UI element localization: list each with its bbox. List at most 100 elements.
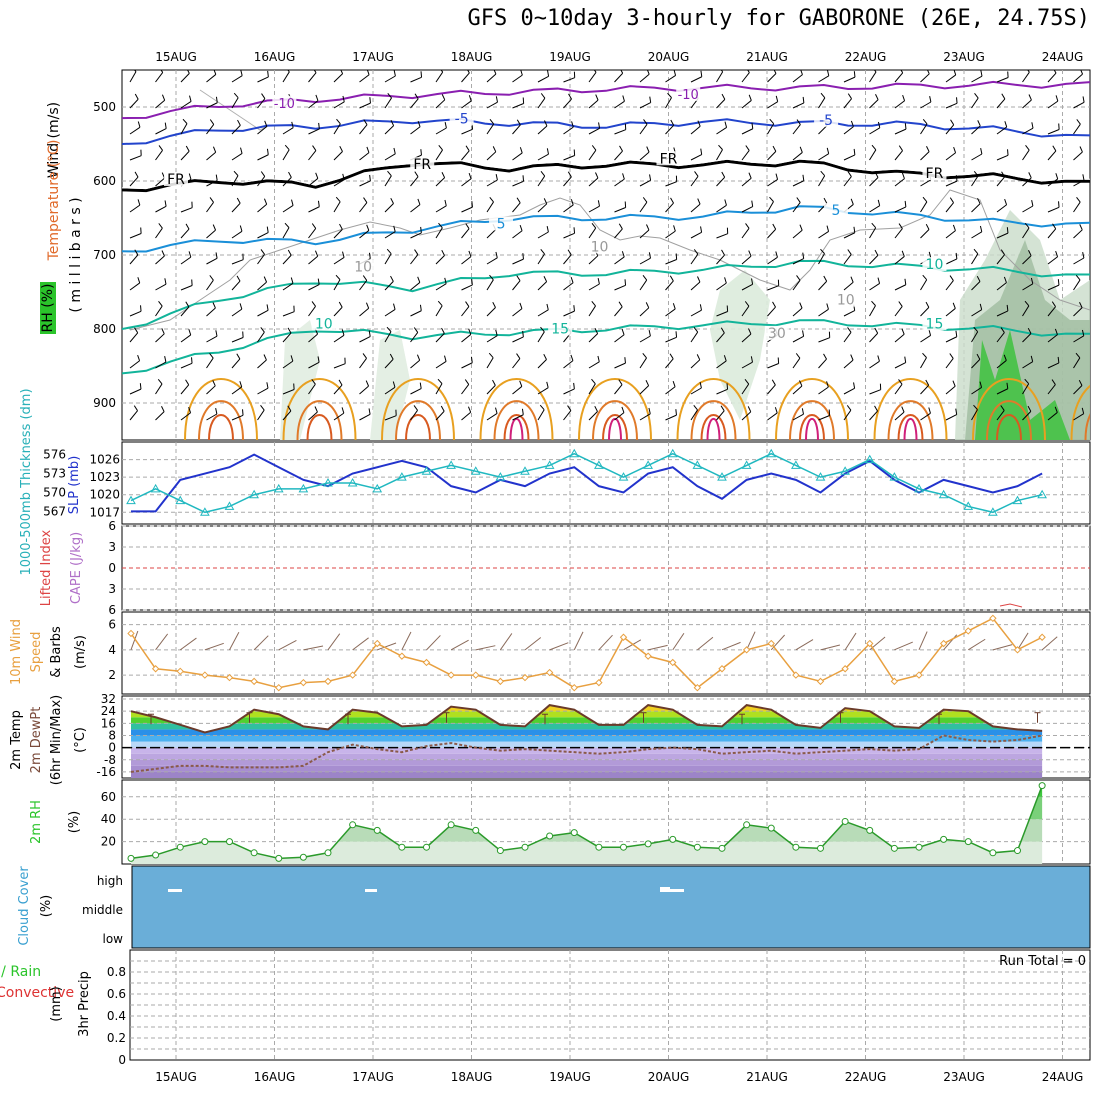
wind-barb-flag xyxy=(979,381,983,388)
slp-label: SLP (mb) xyxy=(67,456,82,515)
precip-ytick: 0 xyxy=(118,1053,126,1067)
wind-barb xyxy=(1022,383,1030,395)
wind-barb-flag xyxy=(693,404,698,411)
wind-barb-flag xyxy=(185,301,190,308)
wind-barb xyxy=(1047,150,1057,161)
wind-barb-flag xyxy=(339,145,343,152)
contour-label: 10 xyxy=(354,259,372,275)
wind-barb-flag xyxy=(390,197,394,204)
wind-barb-flag xyxy=(847,249,852,255)
wind-barb xyxy=(537,309,549,317)
wind-barb-flag xyxy=(980,70,983,77)
wind-barb-flag xyxy=(543,276,548,282)
wind-barb-flag xyxy=(492,301,496,308)
wind-barb xyxy=(410,388,422,395)
wind-barb xyxy=(129,388,142,395)
wind-barb xyxy=(716,149,723,161)
rh-marker xyxy=(841,817,849,825)
wind10-marker xyxy=(669,658,677,667)
wind-barb-flag xyxy=(973,326,979,333)
wind-barb xyxy=(257,331,265,343)
wind-barb xyxy=(435,361,447,369)
wind-barb xyxy=(996,77,1009,83)
wind-barb xyxy=(537,281,547,291)
wind-barb-flag xyxy=(236,275,241,282)
wind-barb-flag xyxy=(618,379,623,385)
wind-barb xyxy=(384,253,392,265)
wind-barb xyxy=(512,230,523,239)
wind-barb-flag xyxy=(185,379,190,386)
rh-ytick: 20 xyxy=(101,835,116,849)
wind-barb-flag xyxy=(161,328,165,335)
wind-barb-flag xyxy=(240,147,243,154)
wind-barb-flag xyxy=(212,224,217,231)
wind-barb-flag xyxy=(952,224,956,231)
wind-barb-flag xyxy=(160,70,164,73)
wind-barb-flag xyxy=(414,249,419,255)
wind-barb xyxy=(486,101,498,109)
contour-label-bg xyxy=(489,216,514,231)
wind-barb-flag xyxy=(341,329,345,336)
wind10-ytick: 2 xyxy=(108,668,116,682)
rh-marker xyxy=(792,843,800,851)
wind-barb-flag xyxy=(979,303,983,310)
date-label-bottom: 17AUG xyxy=(352,1070,394,1084)
wind-barb-flag xyxy=(648,252,651,259)
wind10-marker xyxy=(521,673,529,682)
wind-barb xyxy=(282,227,290,239)
wind-barb-flag xyxy=(312,145,317,151)
wind-barb xyxy=(792,413,804,421)
wind-barb xyxy=(155,177,165,187)
wind-barb xyxy=(665,230,676,239)
wind-barb-flag xyxy=(820,248,825,254)
date-label-top: 23AUG xyxy=(943,50,985,64)
wind-barb xyxy=(384,75,396,83)
wind-barb xyxy=(639,73,650,83)
cape-ytick: 0 xyxy=(108,561,116,575)
wind-barb xyxy=(435,127,447,135)
wind-barb xyxy=(690,253,699,265)
wind-barb-flag xyxy=(438,222,443,229)
contour-label-bg xyxy=(823,203,848,218)
wind-barb-flag xyxy=(1024,222,1030,229)
warm-arch xyxy=(503,414,530,440)
wind-barb xyxy=(1047,100,1059,109)
wind10-barb xyxy=(524,637,542,651)
wind-barb xyxy=(308,206,320,213)
wind-barb xyxy=(129,332,139,343)
wind-barb xyxy=(818,415,830,421)
wind-barb-flag xyxy=(567,171,572,178)
thickness-label: 1000-500mb Thickness (dm) xyxy=(19,388,34,575)
wind-barb-flag xyxy=(700,70,703,77)
wind-barb xyxy=(639,385,649,395)
wind-barb xyxy=(333,101,345,109)
warm-arch xyxy=(676,377,751,440)
wind-barb-flag xyxy=(724,277,727,284)
wind-barb xyxy=(792,279,801,291)
wind-barb-flag xyxy=(570,354,574,361)
wind10-marker xyxy=(792,671,800,679)
wind-barb xyxy=(665,259,677,265)
wind-barb xyxy=(155,72,164,83)
cape-label: CAPE (J/kg) xyxy=(69,532,84,604)
date-labels-top: 15AUG 16AUG 17AUG 18AUG 19AUG 20AUG 21AUG 22AUG… xyxy=(155,50,1083,64)
wind-barb xyxy=(435,149,443,161)
wind10-marker xyxy=(545,668,554,677)
wind-barb xyxy=(818,175,826,187)
wind-barb-flag xyxy=(622,173,625,180)
wind-barb-flag xyxy=(338,379,343,386)
cloud-panel: high middle low xyxy=(82,865,1091,949)
wind10-marker xyxy=(127,629,135,638)
wind10-marker xyxy=(275,683,283,692)
wind-barb xyxy=(129,155,142,161)
wind-barb-flag xyxy=(1080,70,1084,75)
wind-barb xyxy=(359,124,368,135)
slp-marker xyxy=(372,483,383,493)
wind-barb-flag xyxy=(922,118,928,125)
wind-barb-flag xyxy=(721,171,726,178)
wind-barb-flag xyxy=(413,405,418,411)
wind-barb-flag xyxy=(642,352,647,359)
wind-barb-flag xyxy=(1081,329,1085,336)
warm-arch xyxy=(184,377,258,440)
warm-arch xyxy=(996,414,1022,440)
